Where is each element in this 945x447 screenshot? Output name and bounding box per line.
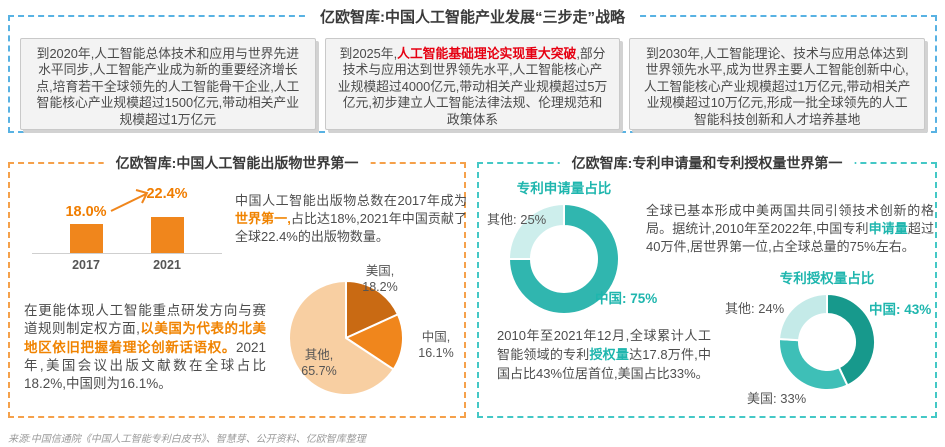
apply-label-others: 其他: 25% [487, 212, 547, 227]
publications-title: 亿欧智库:中国人工智能出版物世界第一 [103, 153, 371, 173]
patents-grant-text: 2010年至2021年12月,全球累计人工智能领域的专利授权量达17.8万件,中… [497, 327, 711, 384]
milestone-2025-text-1: 到2025年, [339, 46, 398, 61]
grant-highlight: 授权量 [589, 346, 630, 362]
publications-bar-chart: 18.0% 22.4% 2017 2021 [10, 184, 242, 304]
milestone-2020-card: 到2020年,人工智能总体技术和应用与世界先进水平同步,人工智能产业成为新的重要… [20, 38, 316, 130]
grant-donut-chart [778, 293, 876, 391]
grant-part-1: 2010年至2021年12月,全球累计人工智能领域的专利 [497, 328, 711, 362]
patents-title: 亿欧智库:专利申请量和专利授权量世界第一 [559, 153, 855, 173]
bar-label-2017: 2017 [72, 258, 100, 272]
milestone-2025-highlight: 人工智能基础理论实现重大突破 [397, 46, 577, 61]
bar-value-2017: 18.0% [65, 204, 107, 220]
grant-donut-title: 专利授权量占比 [779, 271, 875, 286]
apply-part-2: 超过40万件,居世界第一位,占全球总量的75%左右。 [646, 220, 934, 254]
pie-label-others: 其他, 65.7% [301, 348, 337, 378]
bar-label-2021: 2021 [153, 258, 181, 272]
grant-label-china: 中国: 43% [869, 302, 932, 317]
detail-highlight: 以美国为代表的北美地区依旧把握着理论创新话语权。 [24, 321, 266, 355]
bar-value-2021: 22.4% [146, 186, 188, 202]
strategy-section: 亿欧智库:中国人工智能产业发展“三步走”战略 到2020年,人工智能总体技术和应… [8, 6, 937, 133]
bar-2021 [151, 217, 184, 253]
grant-label-usa: 美国: 33% [747, 391, 807, 406]
strategy-title: 亿欧智库:中国人工智能产业发展“三步走”战略 [308, 6, 637, 27]
intro-part-1: 中国人工智能出版物总数在2017年成为 [235, 193, 467, 208]
apply-label-china: 中国: 75% [595, 291, 658, 306]
bar-axis-area [32, 184, 222, 254]
publications-detail-text: 在更能体现人工智能重点研发方向与赛道规则制定权方面,以美国为代表的北美地区依旧把… [24, 302, 266, 394]
milestone-2025-card: 到2025年,人工智能基础理论实现重大突破,部分技术与应用达到世界领先水平,人工… [324, 38, 621, 130]
grant-label-others: 其他: 24% [725, 301, 785, 316]
milestone-2020-text: 到2020年,人工智能总体技术和应用与世界先进水平同步,人工智能产业成为新的重要… [36, 46, 300, 127]
milestone-2025-text-2: ,部分技术与应用达到世界领先水平,人工智能核心产业规模超过4000亿元,带动相关… [337, 46, 608, 127]
pie-label-china: 中国, 16.1% [418, 330, 454, 360]
source-note: 来源:中国信通院《中国人工智能专利白皮书》、智慧芽、公开资料、亿欧智库整理 [8, 434, 366, 445]
apply-part-1: 全球已基本形成中美两国共同引领技术创新的格局。据统计,2010年至2022年,中… [646, 203, 934, 236]
publications-section: 亿欧智库:中国人工智能出版物世界第一 18.0% 22.4% 2017 2021… [8, 153, 467, 418]
milestone-row: 到2020年,人工智能总体技术和应用与世界先进水平同步,人工智能产业成为新的重要… [10, 17, 935, 130]
intro-highlight: 世界第一, [235, 210, 291, 226]
apply-donut-title: 专利申请量占比 [516, 181, 612, 196]
publications-intro-text: 中国人工智能出版物总数在2017年成为世界第一,占比达18%,2021年中国贡献… [235, 192, 467, 246]
publications-pie-chart [288, 280, 404, 396]
intro-part-2: 占比达18%,2021年中国贡献了全球22.4%的出版物数量。 [235, 210, 467, 244]
detail-part-1: 在更能体现人工智能重点研发方向与赛道规则制定权方面, [24, 303, 266, 337]
milestone-2030-card: 到2030年,人工智能理论、技术与应用总体达到世界领先水平,成为世界主要人工智能… [629, 38, 926, 130]
bar-2017 [70, 224, 103, 253]
apply-donut-chart [508, 203, 620, 315]
grant-part-2: 达17.8万件,中国占比43%位居首位,美国占比33%。 [497, 346, 711, 381]
milestone-2030-text: 到2030年,人工智能理论、技术与应用总体达到世界领先水平,成为世界主要人工智能… [643, 46, 911, 127]
apply-highlight: 申请量 [868, 220, 908, 236]
detail-part-2: 2021年,美国会议出版文献数在全球占比18.2%,中国则为16.1%。 [24, 339, 266, 392]
growth-arrow-icon [110, 189, 149, 212]
patents-apply-text: 全球已基本形成中美两国共同引领技术创新的格局。据统计,2010年至2022年,中… [646, 202, 934, 256]
patents-section: 亿欧智库:专利申请量和专利授权量世界第一 专利申请量占比 其他: 25% 中国:… [477, 153, 937, 418]
pie-label-usa: 美国, 18.2% [362, 264, 398, 294]
